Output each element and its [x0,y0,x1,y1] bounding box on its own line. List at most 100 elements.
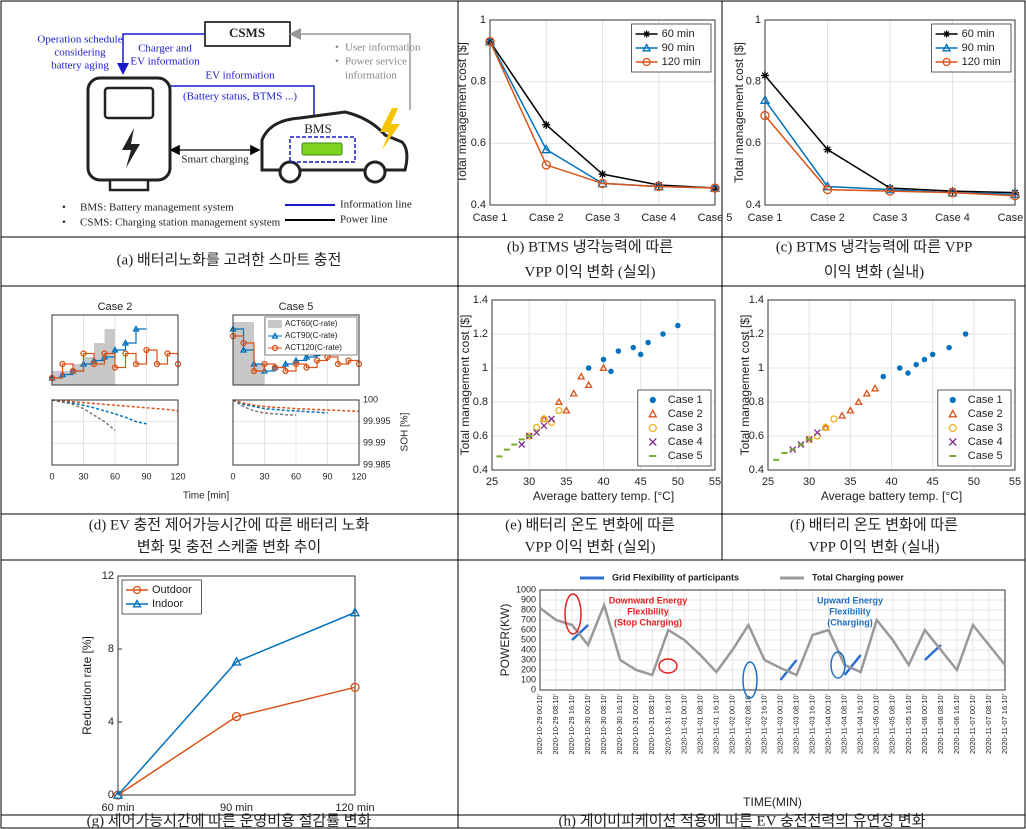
y-tick-label: 0 [531,684,536,694]
marker [111,346,119,353]
marker [896,365,903,371]
x-tick-label: Case 1 [473,212,508,224]
y-tick-label: 700 [521,614,536,624]
marker [947,188,958,198]
soh-line [51,399,147,425]
smart-charging-text: Smart charging [181,154,249,166]
legend-label: Grid Flexibility of participants [612,572,739,582]
x-tick-label: Case 2 [810,212,845,224]
y-axis-label: Total management cost [$] [458,315,472,456]
soh-line [51,399,116,431]
x-tick-label: 120 [351,471,366,481]
bullet: • [62,202,66,214]
x-tick-label: 2020-11-07 16:10' [1000,693,1009,754]
legend-label: Outdoor [152,584,192,596]
legend-label: 120 min [962,56,1001,68]
x-tick-label: 40 [597,476,609,488]
x-tick-label: 25 [762,476,774,488]
legend-box [121,579,202,615]
y-tick-label: 1.2 [473,328,488,340]
annotation: Flexibility [829,606,871,616]
y-tick-label: 300 [521,654,536,664]
operation-text: Operation schedule [37,34,122,46]
y-tick-label: 900 [521,594,536,604]
car-bolt [380,108,400,150]
marker [334,360,342,368]
x-tick-label: 25 [486,476,498,488]
legend-label: 60 min [962,28,995,40]
marker [854,397,863,406]
legend-label: Case 4 [968,436,1003,448]
x-tick-label: 2020-10-31 16:10' [663,693,672,754]
x-tick-label: 90 min [220,802,253,814]
marker [345,357,352,364]
marker [231,656,242,666]
y-tick-label: 200 [521,664,536,674]
plot-frame [767,299,1016,471]
x-tick-label: 2020-11-05 08:10' [888,693,897,754]
y2-axis-label: SOH [%] [400,412,411,451]
highlight [830,651,846,679]
marker [946,344,952,351]
marker [541,144,552,154]
marker [929,351,936,358]
caption: VPP 이익 변화 (실외) [524,538,655,555]
legend-text: Information line [340,199,412,211]
y-tick-label: 1.2 [749,328,764,340]
legend-label: Total Charging power [812,572,904,582]
legend-label: Case 3 [668,422,703,434]
y-tick-label: 0.8 [473,396,488,408]
x-tick-label: 2020-11-06 08:10' [936,693,945,754]
marker [282,367,289,375]
x-tick-label: 45 [927,476,939,488]
legend-label: ACT60(C-rate) [285,319,338,328]
x-tick-label: 60 min [101,802,134,814]
soh-line [232,399,328,414]
legend-label: ACT120(C-rate) [285,343,342,352]
y-axis-label: Total management cost [$] [455,42,469,183]
marker [350,682,360,692]
y-tick-label: 600 [521,624,536,634]
ev-info-text: (Battery status, BTMS ...) [183,91,297,103]
marker [518,441,526,448]
charger-info-text: EV information [130,56,200,68]
legend-label: Case 3 [968,422,1003,434]
x-axis-label: Average battery temp. [°C] [821,489,962,503]
x-tick-label: 60 [291,471,301,481]
legend-box [937,389,1012,467]
marker [675,322,681,329]
x-tick-label: Case 4 [935,212,970,224]
marker [542,120,551,129]
series-line [117,686,356,796]
marker [80,350,87,357]
soh-line [232,399,297,416]
marker [302,353,311,360]
x-tick-label: 30 [523,476,535,488]
series-line [571,624,942,681]
y-tick-label: 100 [521,674,536,684]
y-tick-label: 0.4 [746,199,761,211]
legend-label: Case 5 [968,450,1003,462]
series-line [764,115,1016,197]
y-tick-label: 0.6 [746,137,761,149]
y-tick-label: 0.6 [471,137,486,149]
x-tick-label: 2020-10-31 08:10' [647,693,656,754]
legend-marker [641,43,652,52]
x-tick-label: 2020-10-29 00:10' [535,693,544,754]
y-tick-label: 1 [758,362,764,374]
x-tick-label: 2020-10-30 16:10' [615,693,624,754]
soh-line [232,399,360,413]
y-tick-label: 4 [108,716,114,728]
y-tick-label: 500 [521,634,536,644]
x-tick-label: 35 [844,476,856,488]
y2-tick-label: 99.99 [363,438,386,448]
x-tick-label: 50 [968,476,980,488]
legend-marker [271,344,279,352]
x-tick-label: Case 2 [529,212,564,224]
caption: (c) BTMS 냉각능력에 따른 VPP [776,238,973,255]
legend-label: 90 min [662,42,695,54]
x-tick-label: 90 [141,471,151,481]
legend-marker [943,30,951,38]
legend-marker [941,43,952,52]
plot-frame [764,19,1016,206]
